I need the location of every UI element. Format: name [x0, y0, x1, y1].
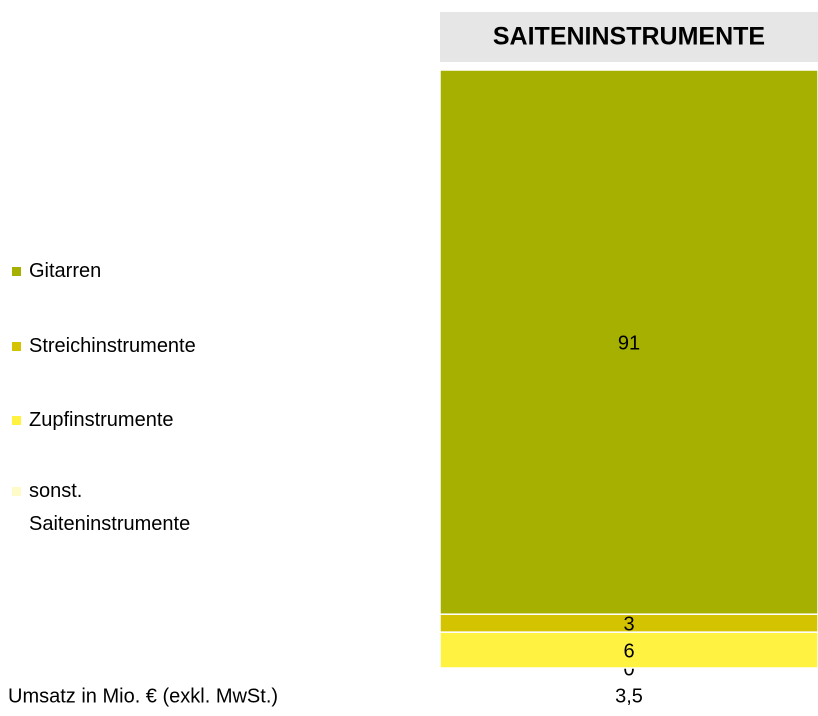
legend-swatch	[12, 342, 21, 351]
data-label: 0	[623, 658, 634, 680]
footer-label: Umsatz in Mio. € (exkl. MwSt.)	[8, 685, 278, 707]
legend-swatch	[12, 416, 21, 425]
legend-item: Gitarren	[10, 255, 220, 288]
bar-segment	[439, 631, 818, 669]
footer-value: 3,5	[615, 685, 643, 707]
header-box	[440, 12, 818, 62]
legend-label: Gitarren	[29, 260, 102, 282]
data-label: 6	[623, 640, 634, 662]
legend-label: Streichinstrumente	[29, 335, 196, 357]
bar-segment	[439, 69, 818, 615]
data-label: 3	[623, 613, 634, 635]
legend-label: Zupfinstrumente	[29, 409, 174, 431]
chart-title: SAITENINSTRUMENTE	[493, 23, 765, 51]
legend-item: Zupfinstrumente	[10, 404, 220, 437]
legend-label: sonst. Saiteninstrumente	[29, 480, 191, 535]
legend-swatch	[12, 487, 21, 496]
legend-item: Streichinstrumente	[10, 330, 220, 363]
legend-item: sonst. Saiteninstrumente	[10, 475, 220, 541]
data-label: 91	[618, 332, 640, 354]
legend-swatch	[12, 267, 21, 276]
